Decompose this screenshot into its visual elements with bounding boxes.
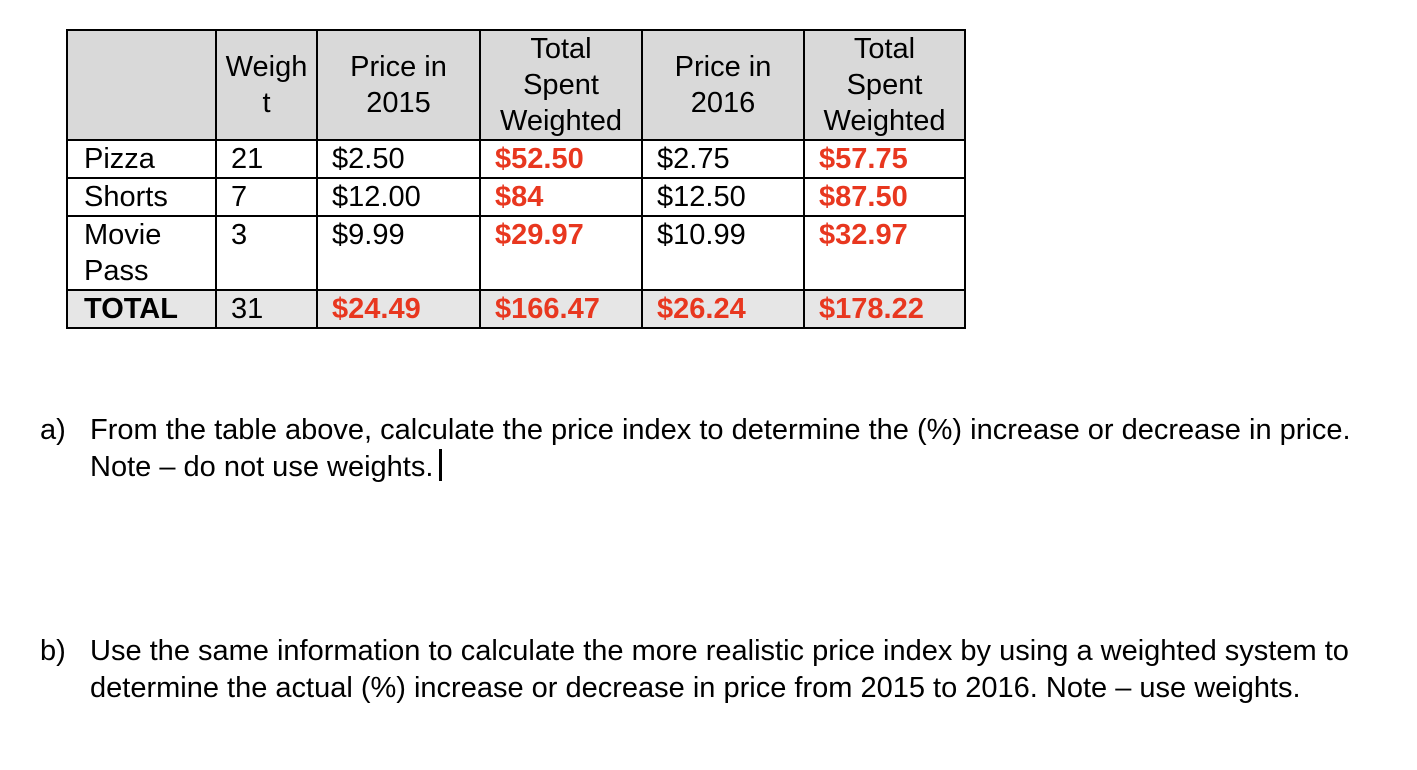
header-total-2016-line-3: Weighted [823,105,946,137]
header-price-2015-line-2: 2015 [366,87,431,119]
total-total-2016: $178.22 [803,289,966,329]
cell-item-line-1: Movie [84,219,162,251]
cell-total-2015: $84 [479,177,643,217]
question-a-marker: a) [40,414,66,446]
question-a: a) From the table above, calculate the p… [40,412,1400,486]
total-row: TOTAL 31 $24.49 $166.47 $26.24 $178.22 [66,289,966,329]
cell-item-line-2: Pass [84,255,149,287]
text-cursor [439,449,443,481]
header-total-2015-line-2: Spent [523,69,599,101]
total-weight: 31 [215,289,318,329]
cell-total-2016: $32.97 [803,215,966,291]
header-price-2015: Price in 2015 [316,29,481,141]
cell-total-2015: $29.97 [479,215,643,291]
header-total-2016-line-1: Total [853,33,916,65]
total-price-2015: $24.49 [316,289,481,329]
cell-item: Shorts [66,177,217,217]
header-price-2016-line-1: Price in [674,51,772,83]
cell-price-2016: $2.75 [641,139,805,179]
question-a-text: From the table above, calculate the pric… [90,414,1351,483]
price-table: Weigh t Price in 2015 Total Spent Weight… [66,29,966,329]
question-b-text[interactable]: Use the same information to calculate th… [90,635,1349,704]
cell-total-2016: $57.75 [803,139,966,179]
table-row: Shorts 7 $12.00 $84 $12.50 $87.50 [66,177,966,217]
cell-weight: 7 [215,177,318,217]
header-total-2016-line-2: Spent [846,69,923,101]
total-total-2015: $166.47 [479,289,643,329]
header-total-2015-line-3: Weighted [500,105,622,137]
header-weight-line-1: Weigh [225,51,308,83]
question-b: b) Use the same information to calculate… [40,633,1400,707]
cell-price-2016: $10.99 [641,215,805,291]
cell-price-2015: $9.99 [316,215,481,291]
table-row: Pizza 21 $2.50 $52.50 $2.75 $57.75 [66,139,966,179]
header-total-2015: Total Spent Weighted [479,29,643,141]
header-item [66,29,217,141]
header-total-2015-line-1: Total [530,33,592,65]
cell-price-2016: $12.50 [641,177,805,217]
header-weight: Weigh t [215,29,318,141]
total-price-2016: $26.24 [641,289,805,329]
cell-price-2015: $2.50 [316,139,481,179]
cell-weight: 3 [215,215,318,291]
header-total-2016: Total Spent Weighted [803,29,966,141]
question-a-text-block[interactable]: From the table above, calculate the pric… [90,412,1400,486]
header-price-2016-line-2: 2016 [690,87,756,119]
question-b-marker: b) [40,635,66,667]
table-row: Movie Pass 3 $9.99 $29.97 $10.99 $32.97 [66,215,966,291]
cell-total-2015: $52.50 [479,139,643,179]
cell-item: Pizza [66,139,217,179]
cell-item: Movie Pass [66,215,217,291]
header-price-2015-line-1: Price in [350,51,447,83]
header-weight-line-2: t [262,87,271,119]
header-price-2016: Price in 2016 [641,29,805,141]
cell-total-2016: $87.50 [803,177,966,217]
cell-weight: 21 [215,139,318,179]
total-label: TOTAL [66,289,217,329]
cell-price-2015: $12.00 [316,177,481,217]
header-row: Weigh t Price in 2015 Total Spent Weight… [66,29,966,141]
